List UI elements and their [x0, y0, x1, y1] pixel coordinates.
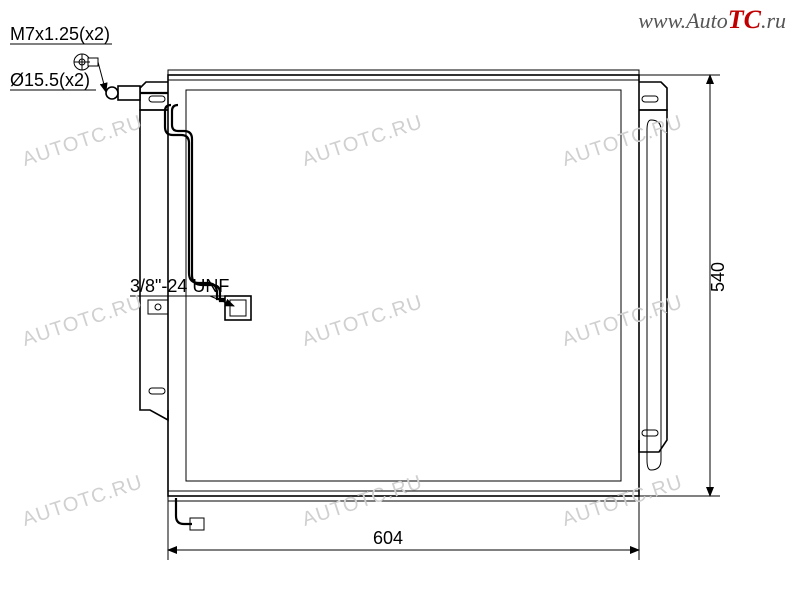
site-logo: www.AutoTC.ru [638, 8, 786, 31]
drawing-svg: M7x1.25(x2) Ø15.5(x2) 3/8"-24 UNF 540 60 [0, 0, 800, 600]
dim-height: 540 [708, 262, 728, 292]
logo-tc: TC [728, 5, 761, 34]
label-unf: 3/8"-24 UNF [130, 276, 229, 296]
bolt-icon [74, 54, 98, 70]
logo-text-1: www.Auto [638, 8, 727, 33]
dim-width: 604 [373, 528, 403, 548]
label-thread: M7x1.25(x2) [10, 24, 110, 44]
label-diameter: Ø15.5(x2) [10, 70, 90, 90]
logo-text-2: .ru [761, 8, 786, 33]
diagram-canvas: AUTOTC.RU AUTOTC.RU AUTOTC.RU AUTOTC.RU … [0, 0, 800, 600]
